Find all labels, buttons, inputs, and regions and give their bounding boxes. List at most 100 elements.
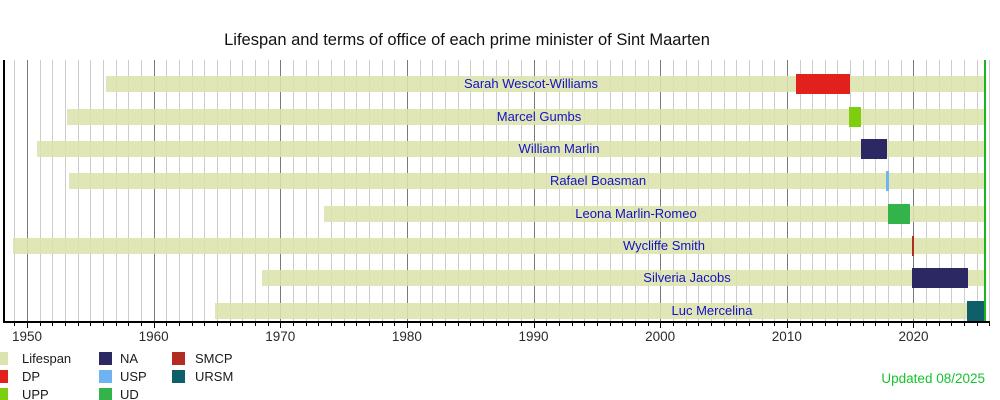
year-gridline <box>191 60 193 321</box>
year-gridline <box>786 60 788 321</box>
legend-label-usp: USP <box>120 369 147 384</box>
axis-tick <box>596 322 598 326</box>
year-gridline <box>862 60 864 321</box>
year-gridline <box>622 60 624 321</box>
legend-label-ud: UD <box>120 387 139 400</box>
year-gridline <box>178 60 180 321</box>
axis-tick <box>153 322 155 328</box>
axis-tick <box>381 322 383 326</box>
axis-tick-label: 2020 <box>898 329 929 344</box>
axis-tick <box>698 322 700 326</box>
year-gridline <box>216 60 218 321</box>
year-gridline <box>596 60 598 321</box>
pm-name-label: Luc Mercelina <box>671 302 753 318</box>
year-gridline <box>39 60 41 321</box>
year-gridline <box>660 60 662 321</box>
axis-tick <box>622 322 624 326</box>
legend-swatch-lifespan <box>0 352 8 365</box>
axis-tick <box>77 322 79 326</box>
axis-tick <box>254 322 256 326</box>
year-gridline <box>128 60 130 321</box>
axis-tick <box>444 322 446 326</box>
axis-tick <box>39 322 41 326</box>
year-gridline <box>368 60 370 321</box>
axis-tick <box>824 322 826 326</box>
year-gridline <box>406 60 408 321</box>
year-gridline <box>330 60 332 321</box>
year-gridline <box>115 60 117 321</box>
axis-tick <box>267 322 269 326</box>
year-gridline <box>698 60 700 321</box>
axis-tick <box>482 322 484 326</box>
legend-label-na: NA <box>120 351 139 366</box>
axis-tick <box>242 322 244 326</box>
axis-tick <box>533 322 535 328</box>
lifespan-bar <box>68 173 986 190</box>
year-gridline <box>394 60 396 321</box>
axis-tick-label: 2000 <box>645 329 676 344</box>
year-gridline <box>343 60 345 321</box>
axis-tick <box>432 322 434 326</box>
year-gridline <box>837 60 839 321</box>
year-gridline <box>482 60 484 321</box>
axis-tick <box>951 322 953 326</box>
axis-tick <box>470 322 472 326</box>
year-gridline <box>508 60 510 321</box>
axis-tick <box>394 322 396 326</box>
pm-name-label: William Marlin <box>518 140 600 156</box>
year-gridline <box>609 60 611 321</box>
axis-tick <box>406 322 408 328</box>
axis-tick <box>774 322 776 326</box>
year-gridline <box>546 60 548 321</box>
year-gridline <box>812 60 814 321</box>
year-gridline <box>457 60 459 321</box>
axis-tick-label: 1960 <box>138 329 169 344</box>
axis-tick <box>900 322 902 326</box>
lifespan-bar <box>66 108 986 125</box>
year-gridline <box>748 60 750 321</box>
term-of-office-bar <box>888 203 911 224</box>
current-date-line <box>984 60 987 321</box>
year-gridline <box>27 60 28 321</box>
axis-tick <box>862 322 864 326</box>
axis-tick <box>356 322 358 326</box>
axis-tick <box>115 322 117 326</box>
axis-tick <box>736 322 738 326</box>
legend-swatch-ud <box>99 388 112 400</box>
axis-tick <box>229 322 231 326</box>
lifespan-bar <box>37 140 986 157</box>
axis-tick <box>609 322 611 326</box>
year-gridline <box>799 60 801 321</box>
year-gridline <box>710 60 712 321</box>
year-gridline <box>964 60 966 321</box>
axis-tick <box>280 322 282 328</box>
lifespan-bar <box>323 205 986 222</box>
term-of-office-bar <box>796 74 851 95</box>
axis-tick <box>495 322 497 326</box>
year-gridline <box>672 60 674 321</box>
axis-tick <box>812 322 814 326</box>
year-gridline <box>976 60 978 321</box>
legend-label-lifespan: Lifespan <box>22 351 72 366</box>
axis-tick <box>305 322 307 326</box>
year-gridline <box>242 60 244 321</box>
axis-tick <box>546 322 548 326</box>
legend-swatch-smcp <box>172 352 185 365</box>
axis-tick <box>799 322 801 326</box>
pm-name-label: Wycliffe Smith <box>623 237 705 253</box>
year-gridline <box>254 60 256 321</box>
axis-tick <box>292 322 294 326</box>
year-gridline <box>900 60 902 321</box>
axis-tick <box>761 322 763 326</box>
year-gridline <box>419 60 421 321</box>
year-gridline <box>913 60 915 321</box>
axis-tick <box>976 322 978 326</box>
axis-tick <box>330 322 332 326</box>
year-gridline <box>204 60 206 321</box>
axis-tick <box>318 322 320 326</box>
year-gridline <box>229 60 231 321</box>
x-axis-line <box>3 321 990 323</box>
axis-tick <box>178 322 180 326</box>
legend-swatch-upp <box>0 388 8 400</box>
